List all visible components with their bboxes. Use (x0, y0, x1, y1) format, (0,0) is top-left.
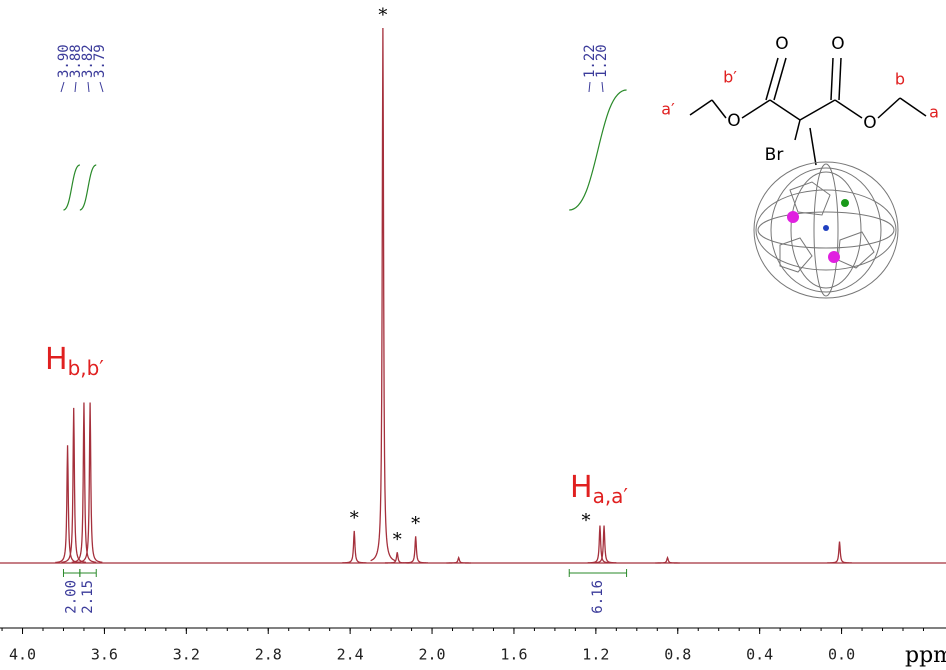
peak (655, 558, 680, 563)
x-tick-label: 0.0 (828, 646, 855, 664)
peak-label: 1.20 (594, 44, 610, 78)
x-tick-label: 0.8 (664, 646, 691, 664)
chart: ppm 4.0 3.6 3.2 2.8 2.4 2.0 1.6 1.2 0.8 0.4 0.0 * * *… (0, 0, 946, 670)
peak-annotation: Ha,a′ (570, 470, 628, 508)
molecule-label: b′ (723, 68, 737, 87)
peak-marker: * (378, 5, 387, 26)
peak (827, 542, 852, 563)
peak-label-tick (100, 82, 103, 92)
peak (342, 531, 367, 563)
peak-label-tick (75, 82, 76, 92)
x-tick-label: 2.0 (419, 646, 446, 664)
x-tick-label: 2.4 (337, 646, 364, 664)
peak-label: 3.79 (92, 44, 108, 78)
molecule-label: Br (765, 145, 784, 165)
atom (828, 251, 840, 263)
peak-label-tick (602, 82, 603, 92)
page: {"chart_data": { "type": "nmr", "x_label… (0, 0, 946, 670)
peak (446, 558, 471, 563)
x-tick-label: 4.0 (9, 646, 36, 664)
peak-marker: * (350, 508, 359, 529)
molecule-label: O (863, 113, 876, 133)
bond (770, 100, 800, 120)
cage-face (838, 232, 874, 268)
bond (712, 100, 726, 118)
x-tick-label: 1.2 (582, 646, 609, 664)
annotation-main: H (570, 470, 593, 505)
x-tick-label: 3.6 (91, 646, 118, 664)
bond (831, 58, 833, 100)
atom (823, 225, 829, 231)
peak-label-tick (61, 82, 64, 92)
bond (835, 100, 862, 118)
peak (592, 526, 617, 563)
x-axis-label: ppm (905, 643, 946, 668)
integral-label: 6.16 (590, 580, 606, 614)
molecule-label: b (895, 70, 905, 89)
x-tick-label: 2.8 (255, 646, 282, 664)
peak-marker: * (411, 513, 420, 534)
molecule-label: O (727, 111, 740, 131)
integral-curve (80, 165, 96, 210)
integral-curve (569, 90, 626, 210)
bond (690, 100, 712, 115)
peak (371, 28, 396, 561)
bond (878, 98, 900, 118)
x-tick-label: 1.6 (500, 646, 527, 664)
fullerene (754, 162, 898, 298)
annotation-sub: a,a′ (593, 484, 629, 508)
peak-annotation: Hb,b′ (45, 342, 104, 380)
atom (841, 199, 849, 207)
annotation-main: H (45, 342, 68, 377)
x-tick-label: 0.4 (746, 646, 773, 664)
peak-label-tick (589, 82, 590, 92)
peak (403, 536, 428, 563)
integral-label: 2.00 (64, 580, 80, 614)
atom (787, 211, 799, 223)
molecule-label: O (775, 34, 788, 54)
annotation-sub: b,b′ (68, 356, 105, 380)
bond (795, 120, 800, 140)
molecule-label: a′ (661, 100, 675, 119)
bond (810, 128, 816, 165)
cage-face (780, 238, 812, 272)
bond (742, 100, 770, 118)
peak-marker: * (393, 529, 402, 550)
integral-label: 2.15 (80, 580, 96, 614)
molecule-label: O (831, 34, 844, 54)
bond (800, 100, 835, 120)
peak (588, 526, 613, 563)
integral-curve (63, 165, 79, 210)
x-tick-label: 3.2 (173, 646, 200, 664)
bond (839, 58, 841, 100)
bond (900, 98, 926, 116)
molecule-label: a (929, 103, 939, 122)
peak-label-tick (88, 82, 89, 92)
peak-marker: * (581, 511, 590, 532)
